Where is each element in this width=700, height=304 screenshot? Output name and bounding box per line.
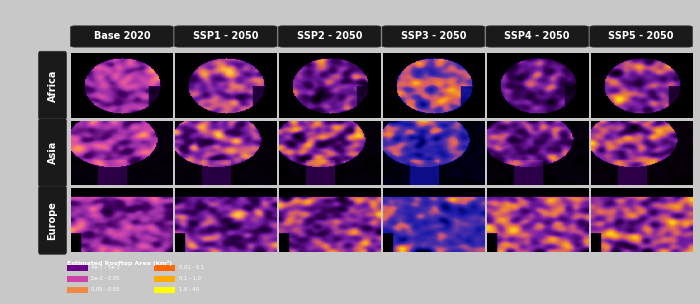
Text: SSP4 - 2050: SSP4 - 2050 [505, 32, 570, 41]
Bar [154, 265, 175, 271]
FancyBboxPatch shape [382, 26, 484, 47]
FancyBboxPatch shape [279, 26, 381, 47]
FancyBboxPatch shape [38, 186, 66, 254]
Text: 0.1 - 1.0: 0.1 - 1.0 [178, 276, 200, 282]
Bar [154, 287, 175, 293]
Bar [66, 276, 88, 282]
Text: Africa: Africa [48, 69, 57, 102]
Text: SSP3 - 2050: SSP3 - 2050 [400, 32, 466, 41]
Text: 1.0 - 40: 1.0 - 40 [178, 288, 199, 292]
FancyBboxPatch shape [486, 26, 589, 47]
Bar [66, 287, 88, 293]
FancyBboxPatch shape [174, 26, 277, 47]
Text: Estimated Rooftop Area (km²): Estimated Rooftop Area (km²) [66, 261, 172, 266]
Text: SSP2 - 2050: SSP2 - 2050 [297, 32, 363, 41]
FancyBboxPatch shape [38, 51, 66, 119]
Text: 5e-3 - 0.05: 5e-3 - 0.05 [91, 276, 120, 282]
Text: Base 2020: Base 2020 [94, 32, 150, 41]
Text: SSP1 - 2050: SSP1 - 2050 [193, 32, 258, 41]
Text: Europe: Europe [48, 201, 57, 240]
Text: 0.05 - 0.05: 0.05 - 0.05 [91, 288, 120, 292]
Text: SSP5 - 2050: SSP5 - 2050 [608, 32, 674, 41]
Bar [66, 265, 88, 271]
FancyBboxPatch shape [590, 26, 692, 47]
Text: Asia: Asia [48, 141, 57, 164]
FancyBboxPatch shape [71, 26, 173, 47]
Bar [154, 276, 175, 282]
FancyBboxPatch shape [38, 119, 66, 187]
Text: 4e-7 - 5e-3: 4e-7 - 5e-3 [91, 265, 120, 270]
Text: 0.01 - 0.1: 0.01 - 0.1 [178, 265, 204, 270]
